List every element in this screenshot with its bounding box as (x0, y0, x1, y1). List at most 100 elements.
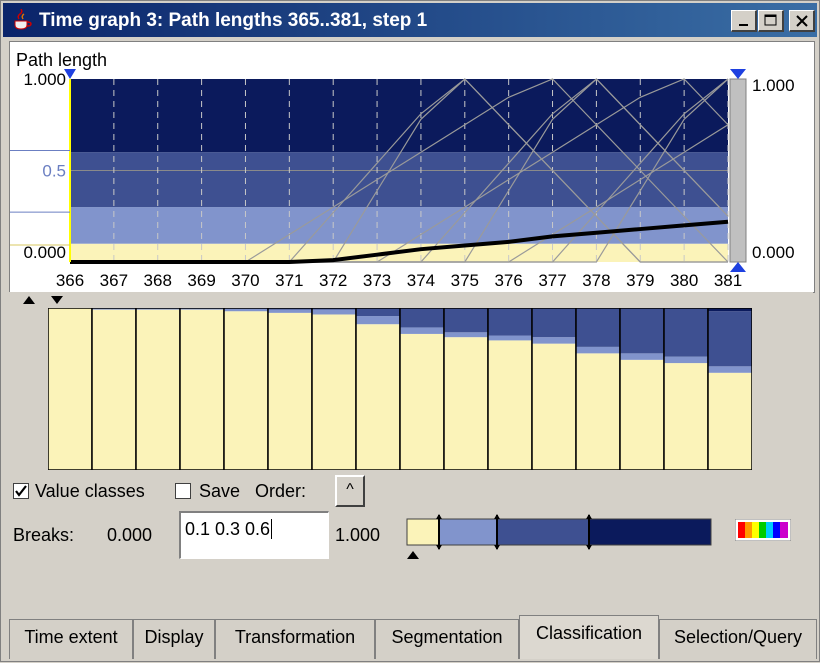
class-segment (400, 308, 444, 328)
value-classes-label: Value classes (35, 481, 145, 501)
x-tick-label: 377 (538, 271, 566, 290)
break-handle-arrow-icon (494, 514, 500, 519)
x-tick-label: 378 (582, 271, 610, 290)
x-tick-label: 373 (363, 271, 391, 290)
class-segment (488, 308, 532, 336)
range-marker-icon[interactable] (730, 69, 746, 79)
y-axis-title: Path length (16, 50, 107, 70)
class-band (70, 79, 728, 153)
class-distribution-bars[interactable] (48, 308, 752, 470)
class-segment (532, 308, 576, 338)
breaks-label: Breaks: (13, 525, 75, 545)
tab-classification[interactable]: Classification (519, 615, 659, 659)
class-segment (180, 308, 224, 310)
y-tick-label: 0.5 (42, 162, 66, 181)
y-tick-label: 1.000 (752, 76, 795, 95)
class-segment (708, 372, 752, 470)
range-marker-icon[interactable] (730, 262, 746, 272)
class-segment (356, 308, 400, 317)
class-segment (312, 314, 356, 470)
tab-label: Time extent (24, 627, 118, 647)
break-handle-arrow-icon (436, 514, 442, 519)
tab-label: Classification (535, 623, 643, 643)
tab-segmentation[interactable]: Segmentation (375, 619, 519, 659)
class-segment (444, 332, 488, 338)
minimize-button[interactable] (731, 10, 757, 32)
tab-label: Selection/Query (673, 627, 803, 647)
title-bar[interactable]: Time graph 3: Path lengths 365..381, ste… (3, 3, 817, 37)
maximize-button[interactable] (758, 10, 784, 32)
close-button[interactable] (789, 10, 815, 32)
x-tick-label: 372 (319, 271, 347, 290)
class-segment (708, 308, 752, 312)
splitter[interactable] (9, 292, 813, 306)
class-segment (136, 308, 180, 310)
class-segment (268, 312, 312, 470)
class-segment (400, 327, 444, 334)
class-segment (664, 363, 708, 470)
tab-transformation[interactable]: Transformation (215, 619, 375, 659)
class-segment (224, 311, 268, 470)
close-icon (796, 15, 808, 27)
time-graph-panel[interactable]: Path length 1.000 0.5 0.000 1.000 0.000 366 367… (9, 41, 815, 293)
tab-bar: Time extent Display Transformation Segme… (1, 601, 820, 663)
tab-label: Display (144, 627, 204, 647)
tab-label: Segmentation (391, 627, 503, 647)
class-swatch[interactable] (496, 518, 590, 546)
class-segment (312, 309, 356, 315)
minimize-icon (739, 24, 748, 26)
y-tick-label: 0.000 (752, 243, 795, 262)
x-tick-label: 370 (231, 271, 259, 290)
color-palette-icon[interactable] (735, 519, 791, 541)
y-tick-label: 0.000 (23, 243, 66, 262)
classification-controls: Value classes Save Order: ^ Breaks: 0.00… (1, 471, 820, 601)
x-tick-label: 379 (626, 271, 654, 290)
time-column[interactable] (707, 308, 752, 470)
range-marker-icon[interactable] (64, 69, 76, 79)
class-segment (620, 353, 664, 360)
class-segment (532, 343, 576, 470)
class-segment (444, 337, 488, 470)
breaks-max: 1.000 (335, 525, 381, 545)
class-segment (444, 308, 488, 333)
class-segment (532, 337, 576, 344)
breaks-input-value: 0.1 0.3 0.6 (185, 519, 271, 539)
tab-display[interactable]: Display (133, 619, 215, 659)
break-handle-arrow-icon (494, 545, 500, 550)
order-button[interactable]: ^ (335, 475, 365, 507)
class-band (70, 207, 728, 244)
save-label: Save (199, 481, 241, 501)
class-segment (224, 308, 268, 312)
class-segment (664, 308, 708, 357)
x-tick-label: 369 (187, 271, 215, 290)
x-tick-label: 374 (407, 271, 435, 290)
value-classes-checkbox[interactable] (13, 483, 29, 499)
class-swatch[interactable] (588, 518, 712, 546)
x-tick-label: 380 (670, 271, 698, 290)
class-segment (136, 309, 180, 470)
tab-selection-query[interactable]: Selection/Query (659, 619, 817, 659)
y-tick-label: 1.000 (23, 70, 66, 89)
mean-line (70, 219, 729, 264)
class-color-scale[interactable] (401, 513, 717, 559)
class-segment (92, 308, 136, 310)
range-slider-track[interactable] (729, 78, 747, 263)
class-band (70, 152, 728, 208)
breaks-input[interactable]: 0.1 0.3 0.6 (179, 511, 329, 559)
class-swatch[interactable] (406, 518, 440, 546)
class-segment (488, 335, 532, 341)
class-swatch[interactable] (438, 518, 498, 546)
tab-time-extent[interactable]: Time extent (9, 619, 133, 659)
min-marker-icon[interactable] (407, 551, 419, 559)
tab-label: Transformation (234, 627, 356, 647)
class-segment (708, 311, 752, 367)
order-label: Order: (255, 481, 307, 501)
save-checkbox[interactable] (175, 483, 191, 499)
class-segment (620, 308, 664, 354)
java-cup-icon (14, 9, 32, 30)
x-tick-label: 371 (275, 271, 303, 290)
class-segment (180, 309, 224, 470)
break-handle-arrow-icon (586, 514, 592, 519)
